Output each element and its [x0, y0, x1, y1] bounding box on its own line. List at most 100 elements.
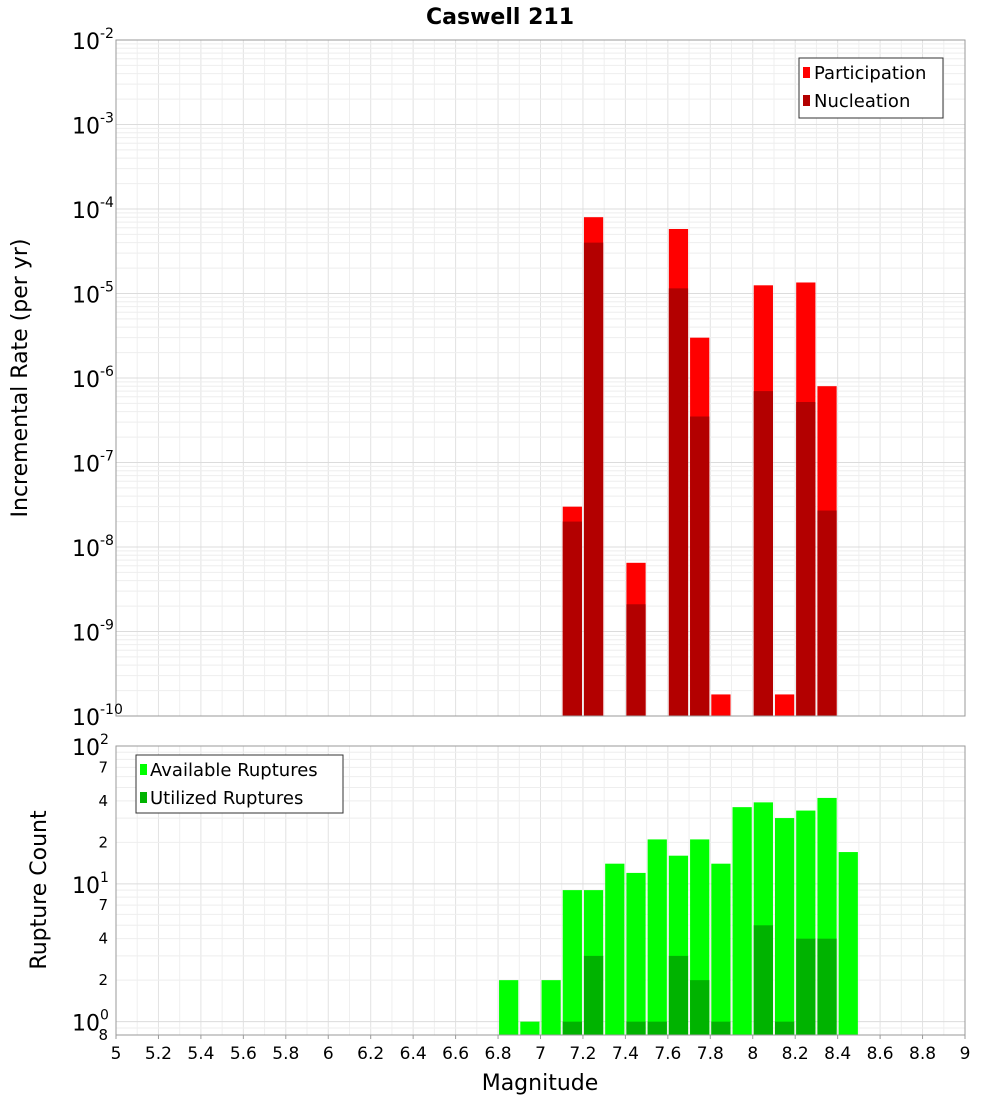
y-tick-exponent: -7	[100, 449, 114, 465]
y-tick-base: 10	[72, 622, 100, 647]
bottom-bar-utilized-ruptures	[626, 1021, 646, 1035]
bottom-bar-utilized-ruptures	[817, 938, 837, 1035]
top-plot-border	[115, 39, 966, 717]
top-bar-nucleation	[583, 242, 604, 717]
y-tick-exponent: -3	[100, 111, 114, 127]
bottom-y-tick-label: 100	[72, 1008, 109, 1037]
y-tick-exponent: 0	[100, 1008, 109, 1024]
bottom-bar-utilized-ruptures	[647, 1021, 667, 1035]
top-bar-nucleation	[753, 391, 773, 716]
bottom-y-minor-tick-label: 2	[98, 833, 108, 851]
bottom-bar-utilized-ruptures	[711, 1021, 731, 1035]
bottom-bar-available-ruptures	[605, 863, 625, 1035]
x-tick-label: 7.8	[697, 1044, 724, 1064]
bottom-bar-available-ruptures	[562, 890, 582, 1035]
x-tick-label: 7.4	[612, 1044, 639, 1064]
y-tick-exponent: 2	[100, 732, 109, 748]
bottom-bar-available-ruptures	[774, 818, 795, 1035]
y-tick-base: 10	[72, 706, 100, 731]
bottom-bar-available-ruptures	[732, 807, 752, 1035]
bottom-bar-available-ruptures	[520, 1021, 540, 1035]
bottom-bar-utilized-ruptures	[753, 925, 773, 1035]
y-tick-base: 10	[72, 30, 100, 55]
top-bar-participation	[711, 694, 731, 716]
x-tick-label: 5.2	[145, 1044, 172, 1064]
top-legend-box	[798, 57, 944, 119]
bottom-y-tick-label: 101	[72, 870, 109, 899]
bottom-y-axis-label: Rupture Count	[27, 810, 52, 970]
top-bar-nucleation	[626, 604, 646, 716]
y-tick-exponent: -9	[100, 618, 114, 634]
y-tick-exponent: -6	[100, 364, 114, 380]
x-tick-label: 5.6	[230, 1044, 257, 1064]
top-bar-nucleation	[796, 401, 816, 716]
y-tick-base: 10	[72, 537, 100, 562]
bottom-bar-available-ruptures	[626, 872, 646, 1035]
x-tick-label: 9	[960, 1044, 971, 1064]
x-tick-label: 5	[111, 1044, 122, 1064]
bottom-bar-available-ruptures	[541, 980, 561, 1035]
x-tick-label: 6.6	[442, 1044, 469, 1064]
bottom-bar-utilized-ruptures	[774, 1021, 795, 1035]
top-bar-participation	[774, 694, 795, 716]
x-tick-label: 7.6	[654, 1044, 681, 1064]
top-y-tick-label: 10-3	[72, 111, 114, 140]
bottom-bar-utilized-ruptures	[562, 1021, 582, 1035]
bottom-y-minor-tick-label: 4	[98, 792, 108, 810]
y-tick-exponent: -10	[100, 702, 123, 718]
legend-swatch-nucleation	[803, 95, 810, 106]
bottom-bar-available-ruptures	[499, 980, 519, 1035]
y-tick-exponent: -8	[100, 533, 114, 549]
bottom-bar-utilized-ruptures	[583, 955, 604, 1035]
top-y-tick-label: 10-5	[72, 280, 114, 309]
legend-label-participation: Participation	[814, 63, 926, 84]
bottom-legend-box	[135, 754, 344, 814]
legend-swatch-participation	[803, 67, 810, 78]
chart-title: Caswell 211	[426, 5, 574, 30]
legend-swatch-available	[140, 764, 147, 775]
bottom-y-minor-tick-label: 2	[98, 971, 108, 989]
y-tick-base: 10	[72, 199, 100, 224]
x-tick-label: 6	[323, 1044, 334, 1064]
legend-label-utilized: Utilized Ruptures	[150, 788, 303, 809]
bottom-y-minor-tick-label: 4	[98, 930, 108, 948]
x-tick-label: 7.2	[569, 1044, 596, 1064]
legend-swatch-utilized	[140, 792, 147, 803]
top-y-tick-label: 10-2	[72, 26, 114, 55]
bottom-bar-utilized-ruptures	[668, 955, 689, 1035]
x-tick-label: 5.4	[187, 1044, 214, 1064]
y-tick-exponent: -2	[100, 26, 114, 42]
top-y-tick-label: 10-8	[72, 533, 114, 562]
top-y-tick-label: 10-10	[72, 702, 123, 731]
top-y-tick-label: 10-6	[72, 364, 114, 393]
top-bar-nucleation	[690, 416, 710, 716]
x-tick-label: 8.6	[867, 1044, 894, 1064]
bottom-y-tick-label: 102	[72, 732, 109, 761]
legend-label-nucleation: Nucleation	[814, 91, 910, 112]
top-y-tick-label: 10-9	[72, 618, 114, 647]
y-tick-base: 10	[72, 284, 100, 309]
legend-label-available: Available Ruptures	[150, 760, 318, 781]
top-y-tick-label: 10-4	[72, 195, 114, 224]
y-tick-base: 10	[72, 874, 100, 899]
y-tick-exponent: 1	[100, 870, 109, 886]
x-tick-label: 8	[747, 1044, 758, 1064]
y-tick-base: 10	[72, 368, 100, 393]
x-tick-label: 6.8	[485, 1044, 512, 1064]
y-tick-base: 10	[72, 736, 100, 761]
bottom-bar-available-ruptures	[647, 839, 667, 1035]
y-tick-base: 10	[72, 453, 100, 478]
bottom-bar-utilized-ruptures	[796, 938, 816, 1035]
bottom-y-minor-tick-label: 8	[98, 1026, 108, 1044]
y-tick-base: 10	[72, 115, 100, 140]
bottom-y-minor-tick-label: 7	[98, 758, 108, 776]
y-tick-exponent: -4	[100, 195, 114, 211]
x-tick-label: 8.2	[782, 1044, 809, 1064]
bottom-y-minor-tick-label: 7	[98, 896, 108, 914]
top-bar-nucleation	[817, 510, 837, 716]
x-tick-label: 5.8	[272, 1044, 299, 1064]
top-y-axis-label: Incremental Rate (per yr)	[8, 239, 33, 518]
bottom-bar-utilized-ruptures	[690, 980, 710, 1035]
